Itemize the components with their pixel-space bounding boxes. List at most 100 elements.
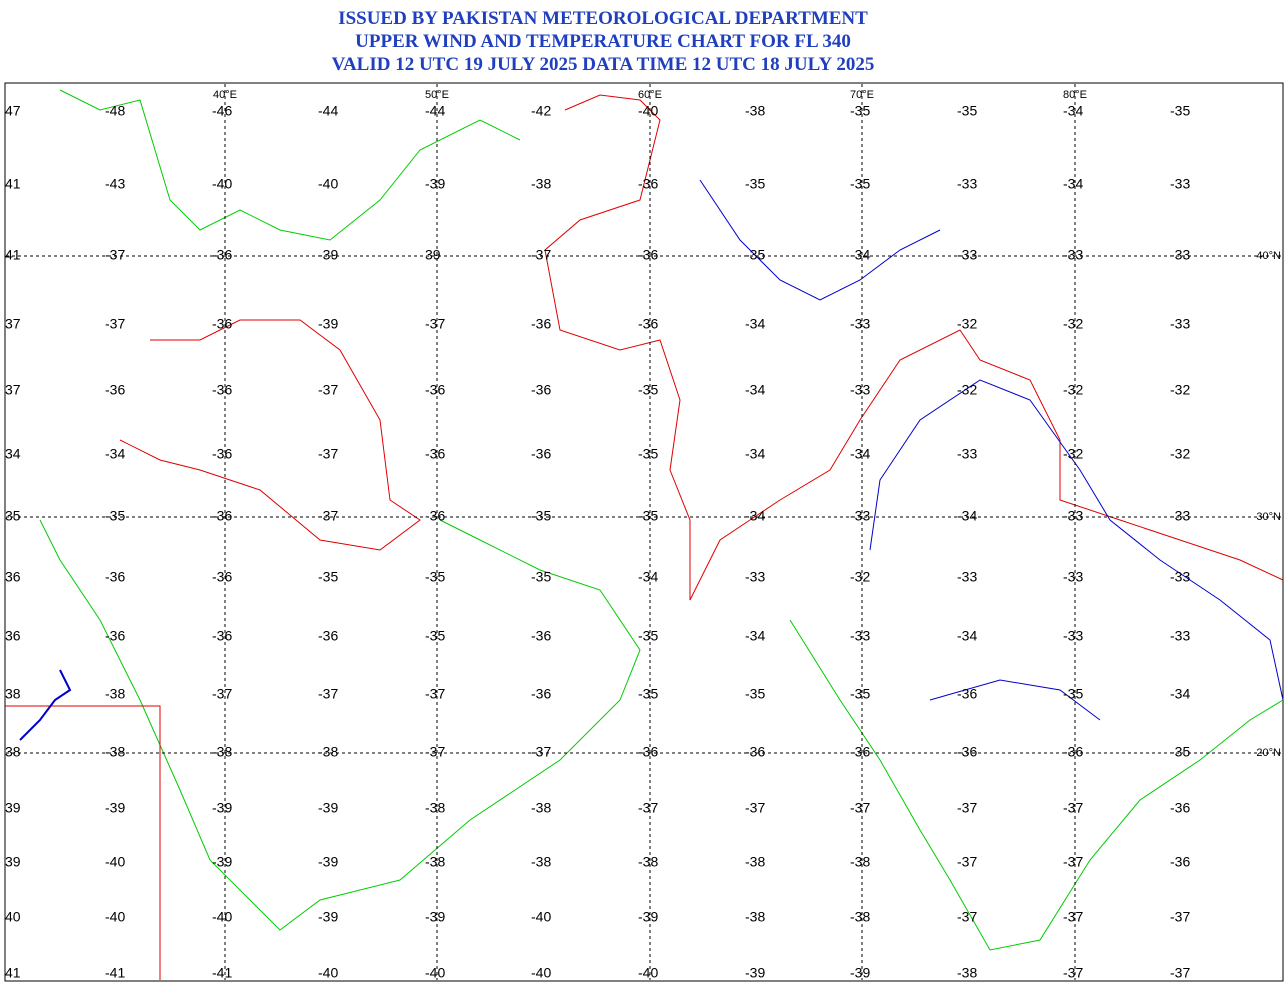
temperature: -37 [318,508,338,524]
temperature: -34 [745,382,765,398]
temperature: -36 [212,628,232,644]
temperature: -36 [957,686,977,702]
longitude-label: 40°E [213,89,237,101]
temperature: -39 [745,965,765,981]
longitude-label: 50°E [425,89,449,101]
latitude-label: 30°N [1256,511,1281,523]
lake [19,669,72,741]
temperature: -32 [957,316,977,332]
temperature: -42 [531,103,551,119]
temperature: -33 [1170,247,1190,263]
temperature: -38 [105,744,125,760]
temperature: -37 [850,800,870,816]
temperature: -34 [638,569,658,585]
temperature: 38 [5,686,21,702]
temperature: 40 [5,909,21,925]
temperature: -39 [318,800,338,816]
temperature: -40 [425,965,445,981]
temperature: -36 [212,446,232,462]
temperature: -34 [105,446,125,462]
temperature: -40 [212,909,232,925]
temperature: -37 [531,247,551,263]
temperature: -40 [638,103,658,119]
temperature: -39 [318,909,338,925]
temperature: -40 [531,909,551,925]
temperature: -35 [638,686,658,702]
temperature: -34 [745,508,765,524]
temperature: -36 [105,569,125,585]
temperature: -35 [425,628,445,644]
temperature: -35 [957,103,977,119]
temperature: -37 [1170,909,1190,925]
temperature: -35 [1170,744,1190,760]
temperature: -32 [1063,316,1083,332]
temperature: -32 [957,382,977,398]
temperature: -37 [1063,909,1083,925]
temperature: -38 [212,744,232,760]
temperature: -37 [1063,854,1083,870]
coastline [39,519,641,931]
temperature: -38 [105,686,125,702]
temperature: -33 [1170,176,1190,192]
temperature: -36 [1170,854,1190,870]
coastline [789,619,1284,951]
temperature: -35 [318,569,338,585]
temperature: -35 [850,686,870,702]
temperature: -38 [531,176,551,192]
border [544,94,1284,601]
temperature: -32 [1063,446,1083,462]
temperature: -38 [531,800,551,816]
temperature: -40 [105,909,125,925]
temperature: -37 [425,316,445,332]
temperature: -34 [745,316,765,332]
temperature: -44 [425,103,445,119]
temperature: -33 [1170,569,1190,585]
temperature: -36 [638,744,658,760]
title-line: UPPER WIND AND TEMPERATURE CHART FOR FL … [355,31,851,52]
temperature: -37 [957,800,977,816]
temperature: -34 [1170,686,1190,702]
temperature: -34 [957,628,977,644]
temperature: 41 [5,247,21,263]
temperature: -33 [1063,247,1083,263]
temperature: -35 [1063,686,1083,702]
temperature: -33 [850,628,870,644]
temperature: -37 [212,686,232,702]
temperature: -36 [105,628,125,644]
temperature: 37 [5,382,21,398]
temperature: -37 [105,316,125,332]
temperature: -37 [318,382,338,398]
temperature: -41 [212,965,232,981]
temperature: -36 [425,508,445,524]
temperature: -33 [850,382,870,398]
temperature: -35 [638,446,658,462]
temperature: -38 [318,744,338,760]
temperature: 35 [5,508,21,524]
temperature: -40 [212,176,232,192]
temperature: -36 [212,247,232,263]
temperature: -35 [105,508,125,524]
temperature: -32 [850,569,870,585]
temperature: -33 [957,247,977,263]
temperature: -48 [105,103,125,119]
temperature: -36 [1063,744,1083,760]
temperature: 34 [5,446,21,462]
temperature: -36 [425,382,445,398]
temperature: -32 [1170,446,1190,462]
temperature: -39 [638,909,658,925]
temperature: -37 [531,744,551,760]
temperature: -38 [531,854,551,870]
temperature: -33 [957,176,977,192]
temperature: -37 [1170,965,1190,981]
temperature: -35 [850,103,870,119]
temperature: -36 [531,686,551,702]
temperature: -36 [745,744,765,760]
temperature: -35 [638,508,658,524]
temperature: -36 [212,508,232,524]
temperature: -38 [850,909,870,925]
map-layer: 40°E 50°E 60°E 70°E 80°E 40°N 30°N 20°N 47 -48 -46… [5,84,1282,981]
temperature: -38 [957,965,977,981]
temperature: -35 [531,569,551,585]
temperature: -37 [425,686,445,702]
temperature: -34 [1063,176,1083,192]
